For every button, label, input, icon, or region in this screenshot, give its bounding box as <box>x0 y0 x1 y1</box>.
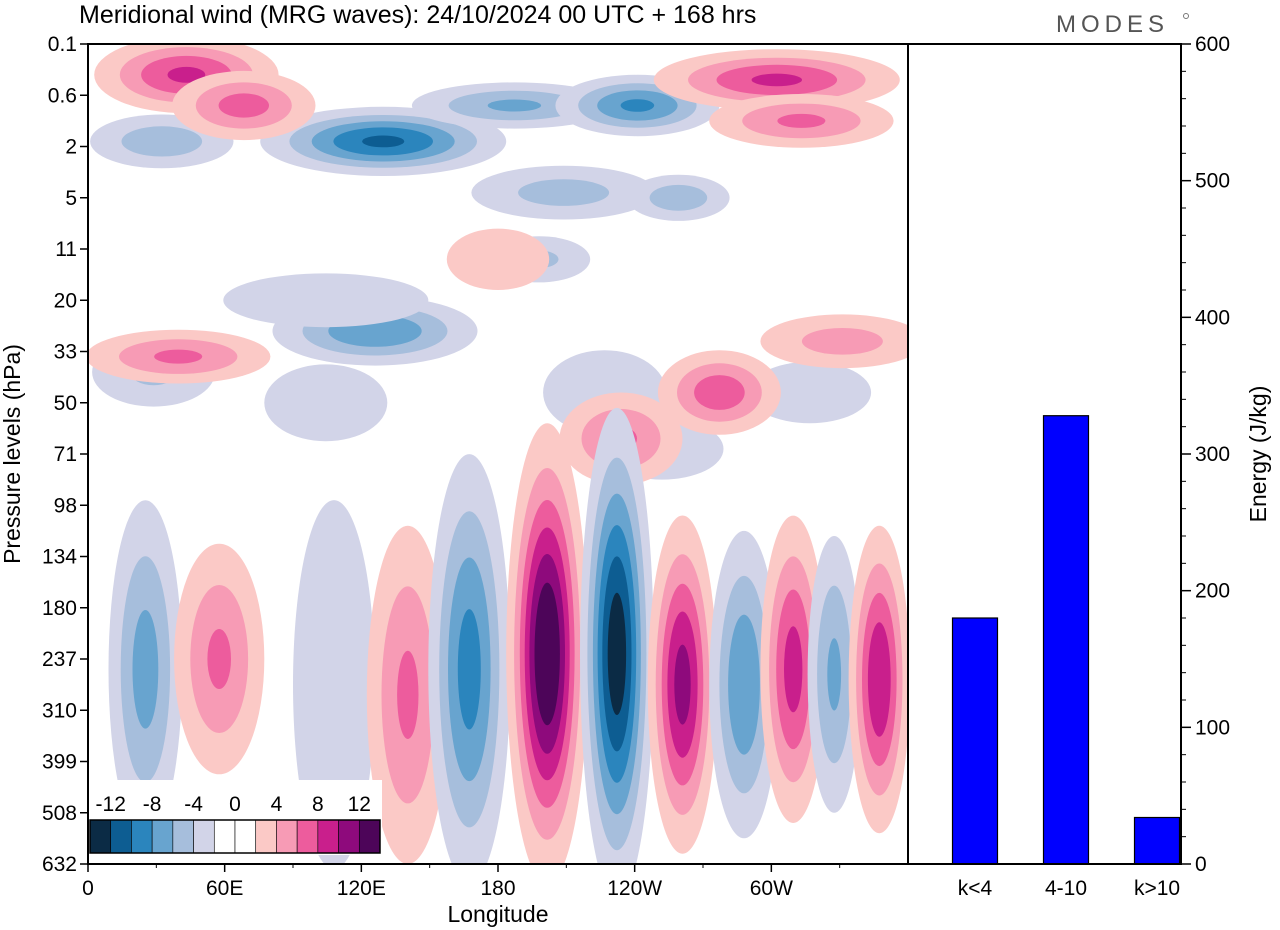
y-tick-label: 508 <box>42 802 77 825</box>
wind-contour <box>784 626 803 713</box>
brand-logo: MODES <box>1056 11 1169 38</box>
energy-tick-label: 600 <box>1195 33 1230 56</box>
wind-contour <box>801 328 883 355</box>
wind-contour <box>154 349 203 364</box>
y-tick-label: 0.1 <box>48 33 77 56</box>
energy-tick-label: 300 <box>1195 443 1230 466</box>
colorbar-tick-label: -4 <box>184 793 203 816</box>
energy-bar <box>1133 816 1181 865</box>
wind-contour <box>777 113 826 128</box>
y-tick-label: 20 <box>54 289 77 312</box>
colorbar-swatch <box>317 819 339 854</box>
x-tick-label: 0 <box>82 877 94 900</box>
colorbar-swatch <box>296 819 319 854</box>
energy-tick-label: 0 <box>1195 853 1207 876</box>
colorbar-swatch <box>255 819 277 854</box>
wind-contour <box>827 638 842 711</box>
brand-registered-mark <box>1183 13 1189 19</box>
y-tick-label: 134 <box>42 546 77 569</box>
wind-contour <box>121 126 203 157</box>
energy-category-label: k>10 <box>1134 877 1180 900</box>
colorbar-swatch <box>276 819 298 854</box>
wind-contour <box>293 500 375 864</box>
x-tick-label: 120E <box>337 877 386 900</box>
chart-title: Meridional wind (MRG waves): 24/10/2024 … <box>79 1 756 29</box>
wind-contour <box>487 99 542 112</box>
wind-contour <box>397 650 419 740</box>
energy-category-label: k<4 <box>958 877 993 900</box>
colorbar-swatch <box>131 819 153 854</box>
wind-contour <box>649 184 708 211</box>
wind-contour <box>534 582 560 726</box>
y-tick-label: 33 <box>54 341 77 364</box>
wind-contour <box>223 273 429 328</box>
wind-contour <box>607 592 627 716</box>
wind-contour <box>264 364 388 442</box>
energy-tick-label: 400 <box>1195 306 1230 329</box>
wind-contour <box>457 609 481 730</box>
y-tick-label: 237 <box>42 648 77 671</box>
colorbar-swatch <box>193 819 215 854</box>
y-tick-label: 180 <box>42 597 77 620</box>
x-tick-label: 180 <box>480 877 515 900</box>
y-tick-label: 71 <box>54 443 77 466</box>
wind-contour <box>362 135 405 148</box>
energy-bar <box>1042 415 1090 865</box>
colorbar-swatch <box>110 819 132 854</box>
wind-contour <box>167 66 206 83</box>
y-tick-label: 399 <box>42 751 77 774</box>
energy-category-label: 4-10 <box>1045 877 1087 900</box>
y-tick-label: 632 <box>42 853 77 876</box>
wind-contour <box>518 179 610 206</box>
energy-bar <box>951 617 999 865</box>
colorbar-tick-label: -12 <box>96 793 126 816</box>
x-tick-label: 60E <box>206 877 243 900</box>
colorbar: -12 -8 -4 0 4 8 12 <box>88 780 382 855</box>
wind-contour <box>446 228 550 290</box>
colorbar-swatch <box>213 819 236 854</box>
x-axis-label: Longitude <box>447 901 548 927</box>
colorbar-tick-label: 0 <box>229 793 241 816</box>
energy-bars: k<4 4-10 k>10 <box>951 415 1181 900</box>
colorbar-frame <box>89 819 381 854</box>
y-tick-label: 0.6 <box>48 84 77 107</box>
heatmap-axes: 0.1 0.6 2 5 11 20 33 50 71 98 134 180 237 310 399 508 63… <box>42 33 841 900</box>
x-tick-label: 60W <box>750 877 793 900</box>
wind-contour <box>694 375 745 410</box>
wind-contour <box>620 99 655 112</box>
wind-contour <box>218 93 269 118</box>
colorbar-swatch <box>151 819 174 854</box>
y-tick-label: 50 <box>54 392 77 415</box>
wind-contour <box>728 614 760 755</box>
y-tick-label: 310 <box>42 699 77 722</box>
colorbar-swatch <box>358 819 381 854</box>
energy-axis-label: Energy (J/kg) <box>1245 386 1271 523</box>
colorbar-swatch <box>338 819 360 854</box>
colorbar-tick-label: 4 <box>271 793 283 816</box>
x-tick-label: 120W <box>607 877 662 900</box>
heatmap-layer <box>88 44 908 864</box>
energy-tick-label: 500 <box>1195 170 1230 193</box>
y-axis-label: Pressure levels (hPa) <box>0 344 25 564</box>
colorbar-tick-label: -8 <box>143 793 162 816</box>
wind-contour <box>751 73 802 87</box>
wind-contour <box>748 361 872 424</box>
y-tick-label: 98 <box>54 494 77 517</box>
colorbar-swatch <box>172 819 194 854</box>
wind-contour <box>867 622 891 737</box>
colorbar-swatch <box>89 819 112 854</box>
wind-contour <box>207 629 231 689</box>
y-tick-label: 11 <box>55 238 77 261</box>
y-tick-label: 5 <box>65 187 77 210</box>
energy-tick-label: 100 <box>1195 716 1230 739</box>
colorbar-tick-label: 8 <box>312 793 324 816</box>
energy-axes: 0 100 200 300 400 500 600 <box>1181 33 1230 876</box>
y-tick-label: 2 <box>65 136 77 159</box>
energy-tick-label: 200 <box>1195 580 1230 603</box>
colorbar-swatch <box>234 819 257 854</box>
wind-contour <box>674 644 691 725</box>
colorbar-tick-label: 12 <box>348 793 371 816</box>
wind-contour <box>132 610 159 729</box>
